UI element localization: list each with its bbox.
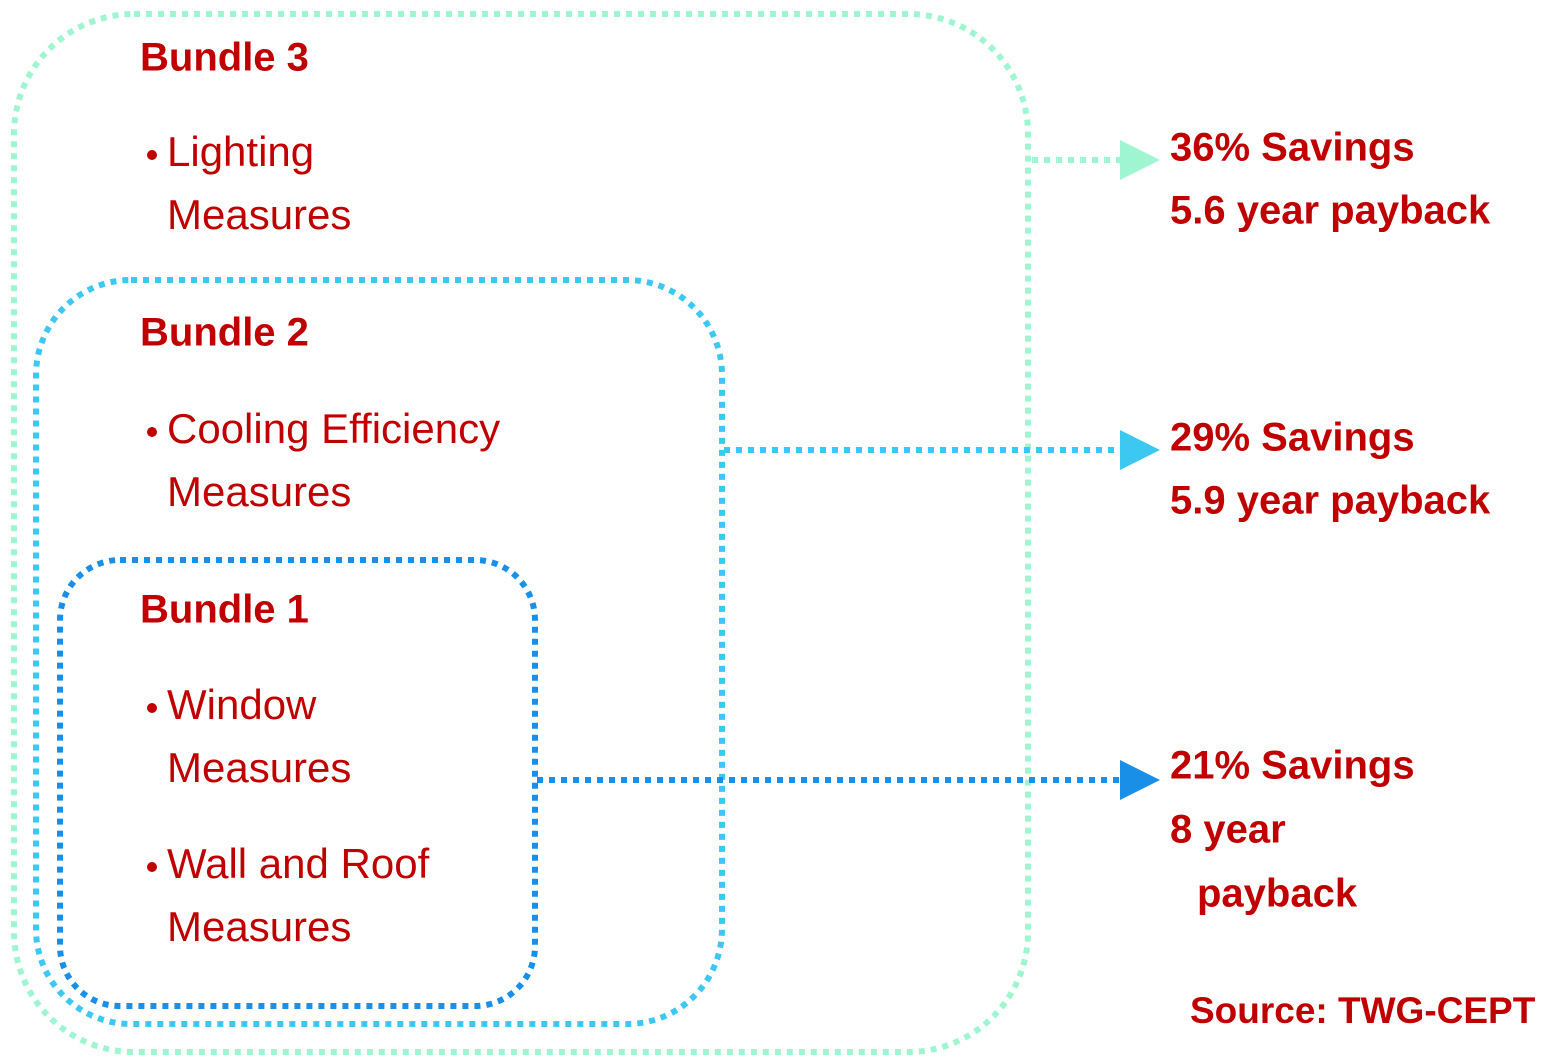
item-line: Measures: [167, 903, 351, 950]
item-line: Lighting: [167, 128, 314, 175]
arrow-head: [1120, 430, 1160, 470]
bundle-title: Bundle 3: [140, 36, 309, 80]
bullet: [147, 703, 157, 713]
bundle-title: Bundle 2: [140, 311, 309, 355]
bullet: [147, 862, 157, 872]
bullet: [147, 150, 157, 160]
item-line: Window: [167, 681, 317, 728]
item-line: Wall and Roof: [167, 840, 430, 887]
item-line: Measures: [167, 468, 351, 515]
item-line: Cooling Efficiency: [167, 405, 500, 452]
bullet: [147, 427, 157, 437]
bundle-title: Bundle 1: [140, 588, 309, 632]
bundle-3-box: [11, 11, 1031, 1055]
bundle-1-box: [57, 557, 538, 1009]
item-line: Measures: [167, 191, 351, 238]
result-line: 8 year: [1170, 808, 1286, 852]
arrow-head: [1120, 760, 1160, 800]
result-line: 5.6 year payback: [1170, 189, 1491, 233]
result-line: 29% Savings: [1170, 416, 1415, 460]
result-line: 36% Savings: [1170, 126, 1415, 170]
result-line: payback: [1197, 872, 1358, 916]
result-line: 21% Savings: [1170, 744, 1415, 788]
arrow-head: [1120, 140, 1160, 180]
source: Source: TWG-CEPT: [1190, 990, 1536, 1031]
result-line: 5.9 year payback: [1170, 479, 1491, 523]
item-line: Measures: [167, 744, 351, 791]
bundle-2-box: [33, 277, 725, 1027]
